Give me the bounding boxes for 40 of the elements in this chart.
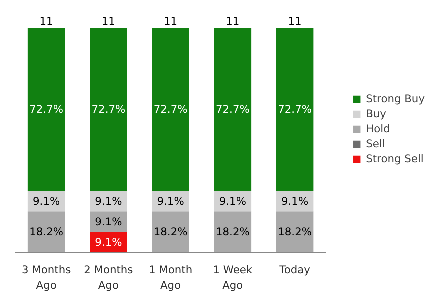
legend-label: Sell xyxy=(366,137,386,150)
x-tick-label: Today xyxy=(278,264,310,276)
data-label: 18.2% xyxy=(154,226,188,239)
data-label: 9.1% xyxy=(95,194,122,208)
legend-label: Buy xyxy=(366,107,386,120)
data-label: 9.1% xyxy=(157,194,184,208)
annotation: 11 xyxy=(164,14,178,28)
bar xyxy=(152,212,190,252)
annotation: 11 xyxy=(226,14,240,28)
data-label: 72.7% xyxy=(92,103,126,116)
bar xyxy=(90,28,128,192)
bar xyxy=(276,212,314,252)
data-label: 72.7% xyxy=(216,103,250,116)
data-label: 9.1% xyxy=(282,194,309,208)
bar xyxy=(214,212,252,252)
data-label: 18.2% xyxy=(216,226,250,239)
x-tick-label: 1 Month Ago xyxy=(149,264,193,292)
data-label: 72.7% xyxy=(154,103,188,116)
annotation: 11 xyxy=(102,14,116,28)
data-label: 18.2% xyxy=(278,226,312,239)
bar xyxy=(214,28,252,192)
x-tick-label: 1 Week Ago xyxy=(213,264,254,292)
data-label: 18.2% xyxy=(30,226,64,239)
x-tick-label: 2 Months Ago xyxy=(84,264,134,292)
data-label: 72.7% xyxy=(30,103,64,116)
data-label: 72.7% xyxy=(278,103,312,116)
data-label: 9.1% xyxy=(95,236,122,249)
legend-label: Strong Sell xyxy=(366,152,424,165)
annotation: 11 xyxy=(288,14,302,28)
bar xyxy=(28,212,66,252)
bar xyxy=(276,28,314,192)
bar xyxy=(28,28,66,192)
data-label: 9.1% xyxy=(33,194,60,208)
annotation: 11 xyxy=(40,14,54,28)
bar xyxy=(152,28,190,192)
legend-label: Hold xyxy=(366,122,390,135)
data-label: 9.1% xyxy=(95,215,122,228)
legend-label: Strong Buy xyxy=(366,92,425,105)
x-tick-label: 3 Months Ago xyxy=(22,264,72,292)
data-label: 9.1% xyxy=(219,194,246,208)
